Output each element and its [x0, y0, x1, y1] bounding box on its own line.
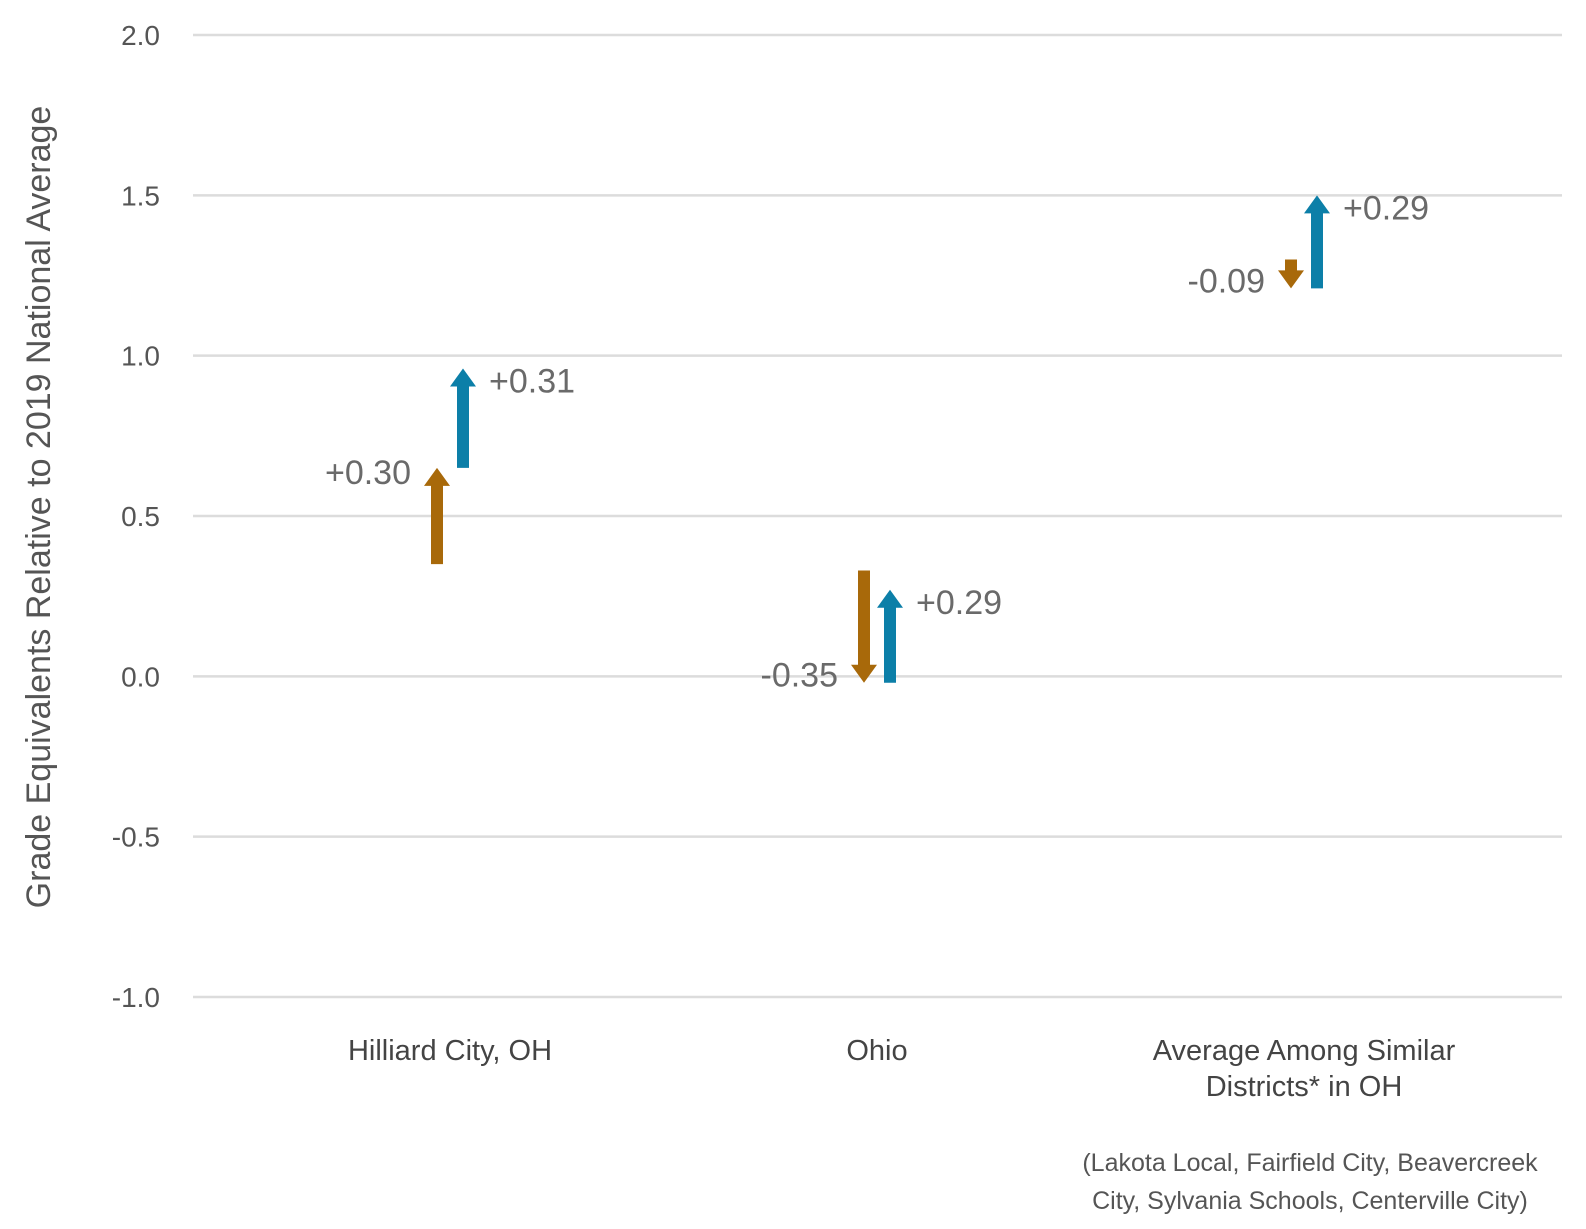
data-label: +0.29 — [1343, 189, 1429, 227]
x-category-label: Districts* in OH — [1206, 1071, 1403, 1103]
y-axis-ticks: -1.0 -0.5 0.0 0.5 1.0 1.5 2.0 — [112, 20, 160, 1013]
x-category-label: Ohio — [846, 1035, 907, 1067]
x-category-label: Hilliard City, OH — [348, 1035, 552, 1067]
arrow-mark — [424, 467, 450, 565]
footnote: (Lakota Local, Fairfield City, Beavercre… — [1082, 1149, 1538, 1215]
footnote-line: City, Sylvania Schools, Centerville City… — [1092, 1187, 1528, 1215]
arrow-mark — [1278, 259, 1304, 289]
arrows — [424, 195, 1330, 683]
y-tick-label: 0.5 — [121, 501, 160, 532]
data-label: +0.30 — [325, 454, 411, 492]
data-label: +0.29 — [916, 584, 1002, 622]
arrow-mark — [1304, 195, 1330, 289]
x-axis-categories: Hilliard City, OH Ohio Average Among Simil… — [348, 1035, 1456, 1103]
x-category-label: Average Among Similar — [1153, 1035, 1456, 1067]
arrow-mark — [877, 589, 903, 683]
data-label: +0.31 — [489, 362, 575, 400]
data-labels: +0.30 -0.35 -0.09 +0.31 +0.29 +0.29 — [325, 189, 1429, 694]
y-tick-label: -0.5 — [112, 822, 160, 853]
y-axis-label: Grade Equivalents Relative to 2019 Natio… — [20, 106, 58, 909]
y-tick-label: 2.0 — [121, 20, 160, 51]
arrow-mark — [450, 368, 476, 468]
y-tick-label: -1.0 — [112, 982, 160, 1013]
y-tick-label: 1.5 — [121, 180, 160, 211]
arrow-mark — [851, 570, 877, 683]
y-tick-label: 0.0 — [121, 661, 160, 692]
footnote-line: (Lakota Local, Fairfield City, Beavercre… — [1082, 1149, 1538, 1177]
y-tick-label: 1.0 — [121, 341, 160, 372]
gridlines — [193, 33, 1562, 999]
data-label: -0.35 — [761, 657, 839, 695]
data-label: -0.09 — [1188, 262, 1266, 300]
